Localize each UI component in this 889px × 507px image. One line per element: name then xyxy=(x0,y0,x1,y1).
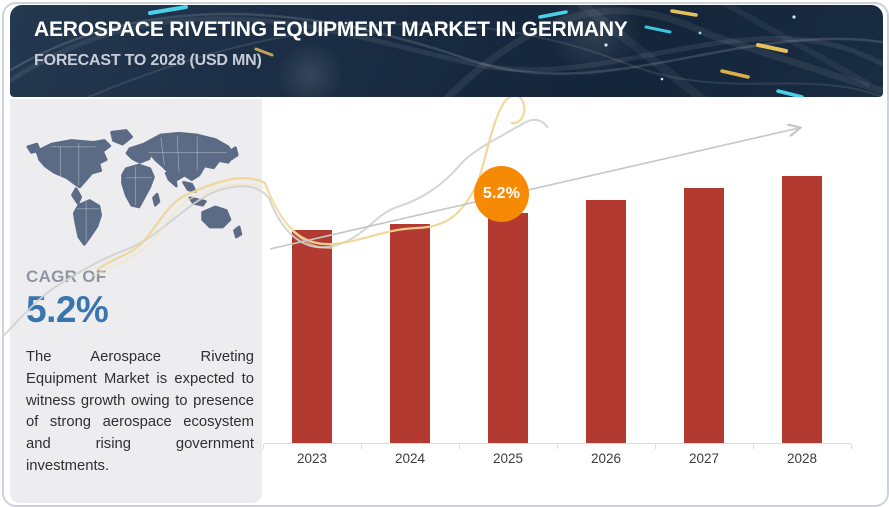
bar-group-2026: 2026 xyxy=(586,200,626,466)
header-banner: AEROSPACE RIVETING EQUIPMENT MARKET IN G… xyxy=(10,5,883,97)
bar-group-2027: 2027 xyxy=(684,188,724,466)
x-axis-label-2028: 2028 xyxy=(786,451,818,466)
cagr-badge-label: 5.2% xyxy=(482,185,521,202)
bar-2025 xyxy=(488,213,528,443)
page-subtitle: FORECAST TO 2028 (USD MN) xyxy=(34,52,262,69)
x-axis-tick xyxy=(459,444,460,449)
bar-2027 xyxy=(684,188,724,443)
bar-2028 xyxy=(782,176,822,443)
bar-chart: 2023 2024 2025 2026 2027 2028 xyxy=(262,97,885,466)
world-map xyxy=(26,129,243,246)
bar-group-2028: 2028 xyxy=(782,176,822,466)
x-axis-tick xyxy=(753,444,754,449)
x-axis-label-2027: 2027 xyxy=(688,451,720,466)
x-axis xyxy=(264,443,851,444)
x-axis-label-2024: 2024 xyxy=(394,451,426,466)
x-axis-tick xyxy=(557,444,558,449)
cagr-value: 5.2% xyxy=(26,289,109,330)
page-title: AEROSPACE RIVETING EQUIPMENT MARKET IN G… xyxy=(34,18,628,41)
x-axis-label-2025: 2025 xyxy=(492,451,524,466)
cagr-badge: 5.2% xyxy=(474,166,529,222)
bar-group-2025: 2025 xyxy=(488,213,528,466)
network-lines-decoration xyxy=(10,5,883,97)
market-description: The Aerospace Riveting Equipment Market … xyxy=(26,349,254,474)
bar-2023 xyxy=(292,230,332,443)
x-axis-label-2026: 2026 xyxy=(590,451,622,466)
bar-2026 xyxy=(586,200,626,443)
cagr-caption: CAGR OF xyxy=(26,267,107,286)
bar-group-2024: 2024 xyxy=(390,224,430,466)
x-axis-tick xyxy=(263,444,264,449)
x-axis-tick xyxy=(361,444,362,449)
x-axis-tick xyxy=(851,444,852,449)
x-axis-tick xyxy=(655,444,656,449)
x-axis-label-2023: 2023 xyxy=(296,451,328,466)
bar-group-2023: 2023 xyxy=(292,230,332,466)
bar-2024 xyxy=(390,224,430,443)
summary-sidebar: CAGR OF 5.2% The Aerospace Riveting Equi… xyxy=(10,99,262,503)
